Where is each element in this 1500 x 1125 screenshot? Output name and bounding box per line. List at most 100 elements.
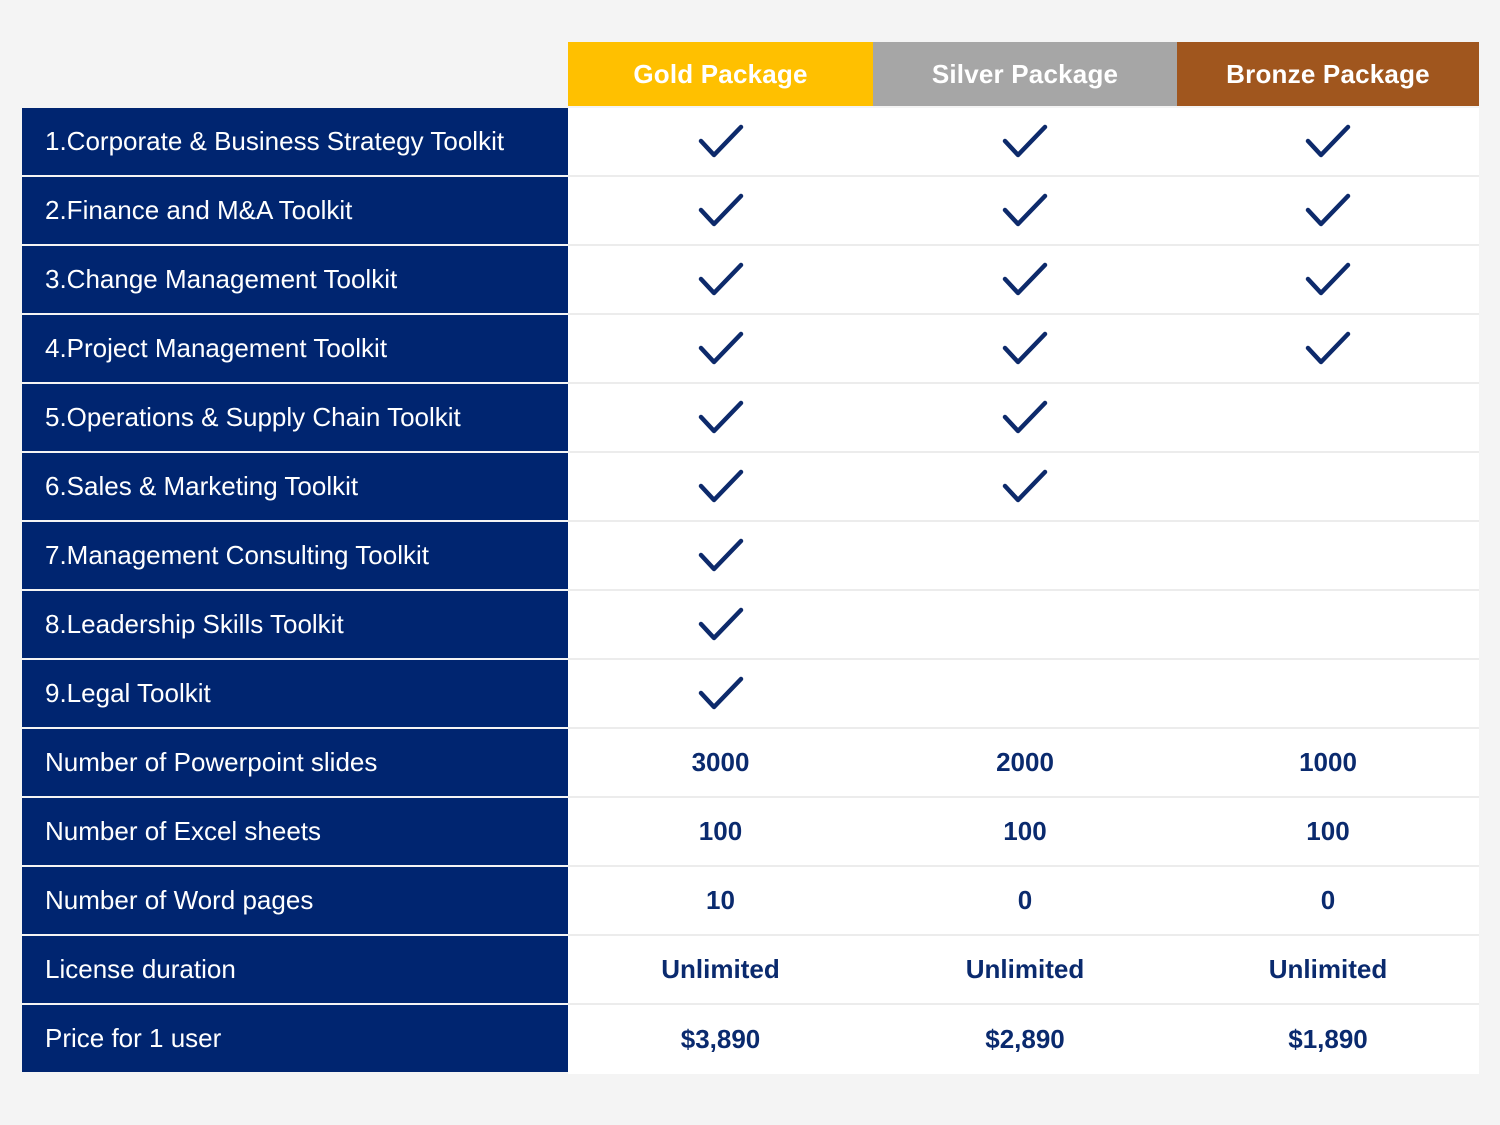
silver-cell — [873, 108, 1177, 175]
silver-cell — [873, 453, 1177, 520]
check-icon — [1002, 331, 1048, 367]
table-row: 7.Management Consulting Toolkit — [22, 522, 1479, 591]
gold-package-header: Gold Package — [568, 42, 873, 106]
bronze-cell — [1177, 453, 1479, 520]
silver-cell: 2000 — [996, 747, 1054, 777]
row-label: Number of Powerpoint slides — [22, 729, 568, 796]
check-icon — [1305, 331, 1351, 367]
silver-cell: 100 — [1003, 816, 1047, 846]
check-icon — [698, 538, 744, 574]
row-label: Number of Word pages — [22, 867, 568, 934]
check-icon — [1002, 262, 1048, 298]
silver-package-header: Silver Package — [873, 42, 1177, 106]
gold-cell — [568, 453, 873, 520]
bronze-cell: $1,890 — [1288, 1024, 1368, 1054]
silver-cell — [873, 660, 1177, 727]
bronze-cell: 100 — [1306, 816, 1350, 846]
silver-cell — [873, 246, 1177, 313]
row-label: 7.Management Consulting Toolkit — [22, 522, 568, 589]
check-icon — [698, 124, 744, 160]
table-row: License duration Unlimited Unlimited Unlimi… — [22, 936, 1479, 1005]
check-icon — [698, 331, 744, 367]
row-label: 1.Corporate & Business Strategy Toolkit — [22, 108, 568, 175]
row-values — [568, 453, 1479, 522]
silver-cell — [873, 591, 1177, 658]
gold-cell: 100 — [698, 816, 743, 846]
gold-cell — [568, 177, 873, 244]
row-values: 10 0 0 — [568, 867, 1479, 936]
silver-cell — [873, 177, 1177, 244]
row-values — [568, 384, 1479, 453]
row-values: $3,890 $2,890 $1,890 — [568, 1005, 1479, 1074]
check-icon — [1002, 193, 1048, 229]
bronze-cell: 1000 — [1299, 747, 1357, 777]
row-values: 3000 2000 1000 — [568, 729, 1479, 798]
row-label: 4.Project Management Toolkit — [22, 315, 568, 382]
row-label: 2.Finance and M&A Toolkit — [22, 177, 568, 244]
row-values — [568, 246, 1479, 315]
bronze-package-header: Bronze Package — [1177, 42, 1479, 106]
table-row: 3.Change Management Toolkit — [22, 246, 1479, 315]
row-values: 100 100 100 — [568, 798, 1479, 867]
silver-cell: $2,890 — [985, 1024, 1065, 1054]
bronze-cell — [1177, 177, 1479, 244]
bronze-cell — [1177, 246, 1479, 313]
row-values — [568, 522, 1479, 591]
gold-cell — [568, 315, 873, 382]
bronze-cell: 0 — [1320, 885, 1336, 915]
gold-cell — [568, 108, 873, 175]
gold-cell — [568, 246, 873, 313]
check-icon — [698, 193, 744, 229]
check-icon — [698, 400, 744, 436]
silver-cell: 0 — [1017, 885, 1033, 915]
bronze-cell — [1177, 591, 1479, 658]
silver-cell — [873, 315, 1177, 382]
bronze-cell — [1177, 384, 1479, 451]
gold-cell: Unlimited — [661, 954, 780, 984]
row-label: 5.Operations & Supply Chain Toolkit — [22, 384, 568, 451]
row-label: 6.Sales & Marketing Toolkit — [22, 453, 568, 520]
silver-cell — [873, 522, 1177, 589]
gold-cell — [568, 522, 873, 589]
check-icon — [698, 469, 744, 505]
bronze-cell: Unlimited — [1268, 954, 1388, 984]
table-row: 4.Project Management Toolkit — [22, 315, 1479, 384]
row-label: License duration — [22, 936, 568, 1003]
table-row: 2.Finance and M&A Toolkit — [22, 177, 1479, 246]
gold-cell: 3000 — [691, 747, 750, 777]
check-icon — [698, 676, 744, 712]
table-row: 1.Corporate & Business Strategy Toolkit — [22, 108, 1479, 177]
row-values — [568, 660, 1479, 729]
row-label: Price for 1 user — [22, 1005, 568, 1072]
table-row: Number of Powerpoint slides 3000 2000 1000 — [22, 729, 1479, 798]
bronze-cell — [1177, 660, 1479, 727]
check-icon — [1002, 124, 1048, 160]
table-row: Number of Word pages 10 0 0 — [22, 867, 1479, 936]
table-row: Number of Excel sheets 100 100 100 — [22, 798, 1479, 867]
check-icon — [1305, 262, 1351, 298]
check-icon — [1305, 124, 1351, 160]
gold-cell: $3,890 — [680, 1024, 761, 1054]
check-icon — [698, 262, 744, 298]
gold-cell — [568, 384, 873, 451]
gold-cell — [568, 591, 873, 658]
table-row: 8.Leadership Skills Toolkit — [22, 591, 1479, 660]
row-label: 3.Change Management Toolkit — [22, 246, 568, 313]
gold-cell: 10 — [706, 885, 735, 915]
gold-cell — [568, 660, 873, 727]
row-values: Unlimited Unlimited Unlimited — [568, 936, 1479, 1005]
silver-cell — [873, 384, 1177, 451]
table-row: 6.Sales & Marketing Toolkit — [22, 453, 1479, 522]
row-values — [568, 108, 1479, 177]
table-row: 5.Operations & Supply Chain Toolkit — [22, 384, 1479, 453]
check-icon — [1305, 193, 1351, 229]
comparison-table: 1.Corporate & Business Strategy Toolkit 2… — [22, 108, 1479, 1074]
check-icon — [1002, 469, 1048, 505]
row-values — [568, 591, 1479, 660]
row-values — [568, 177, 1479, 246]
row-label: 9.Legal Toolkit — [22, 660, 568, 727]
bronze-cell — [1177, 315, 1479, 382]
check-icon — [1002, 400, 1048, 436]
bronze-cell — [1177, 108, 1479, 175]
row-label: 8.Leadership Skills Toolkit — [22, 591, 568, 658]
